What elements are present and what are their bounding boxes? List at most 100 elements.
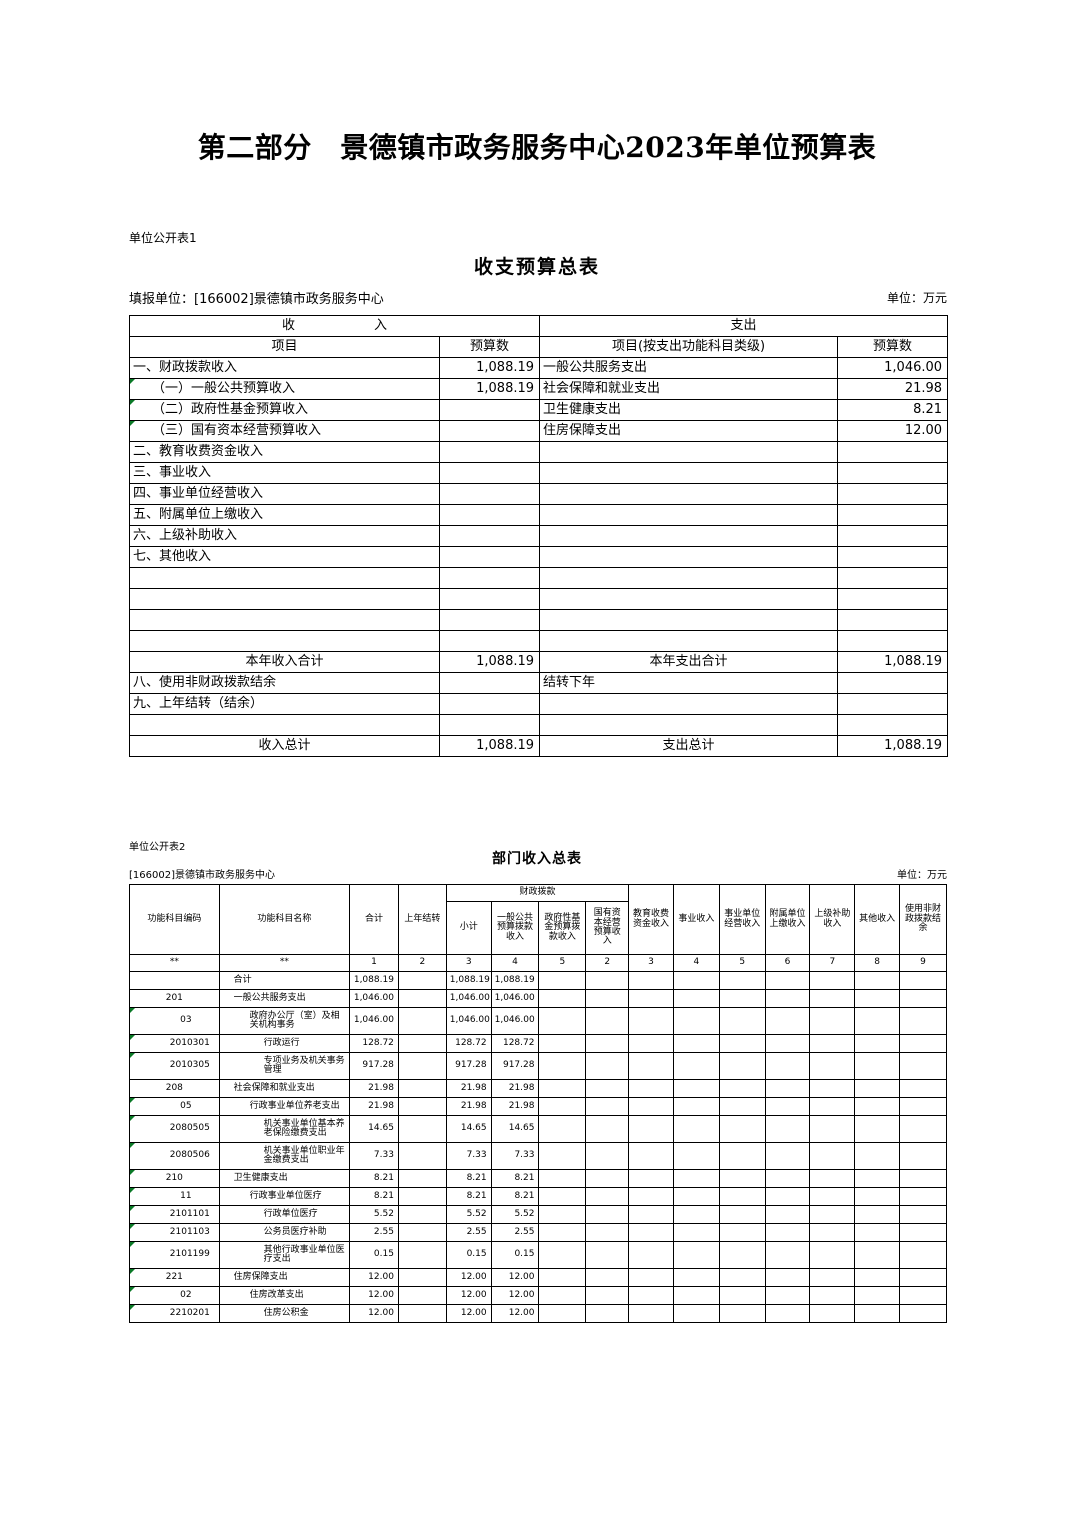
row-value-cell: [899, 1115, 947, 1143]
row-value-cell: 8.21: [445, 1187, 492, 1206]
row-value-cell: [809, 1268, 856, 1287]
table-header-group-row: 收 入支出: [128, 315, 949, 337]
row-income-amount: [438, 714, 541, 736]
row-value-cell: [809, 989, 856, 1008]
header-code: 功能科目编码: [129, 884, 220, 955]
row-value-cell: 2.55: [349, 1223, 399, 1242]
row-value-cell: [397, 1052, 447, 1080]
row-value-cell: [397, 1115, 447, 1143]
sheet2-org-label: [166002]景德镇市政务服务中心: [129, 870, 275, 881]
row-value-cell: 917.28: [445, 1052, 492, 1080]
row-value-cell: [672, 1187, 720, 1206]
row-expense-label: [539, 630, 839, 652]
row-value-cell: [538, 1304, 587, 1323]
column-number: **: [218, 954, 351, 972]
row-value-cell: 14.65: [349, 1115, 399, 1143]
header-general-budget: 一般公共预算拨款收入: [490, 901, 540, 955]
header-income-group: 收 入: [128, 315, 541, 337]
row-value-cell: [854, 971, 901, 990]
row-value-cell: 1,046.00: [349, 989, 399, 1008]
table2-header-group-row: 功能科目编码 功能科目名称 合计 上年结转 财政拨款 教育收费资金收入 事业收入 事业单位经营…: [129, 884, 947, 955]
row-value-cell: [397, 971, 447, 990]
row-value-cell: [397, 1187, 447, 1206]
row-value-cell: 12.00: [445, 1268, 492, 1287]
row-income-label: [129, 609, 440, 631]
row-value-cell: [585, 1268, 630, 1287]
table-row: 一、财政拨款收入 1,088.19 一般公共服务支出 1,046.00: [129, 357, 949, 379]
row-income-label: 五、附属单位上缴收入: [129, 504, 440, 526]
row-function-code: 11: [129, 1187, 220, 1206]
row-value-cell: [899, 1052, 947, 1080]
row-value-cell: [538, 1241, 587, 1269]
row-function-name: 机关事业单位职业年金缴费支出: [218, 1142, 351, 1170]
row-value-cell: 21.98: [349, 1079, 399, 1098]
row-income-label: [129, 630, 440, 652]
row-expense-label: 住房保障支出: [539, 420, 839, 442]
table-header-row: 项目 预算数 项目(按支出功能科目类级) 预算数: [129, 336, 949, 358]
row-function-name: 住房保障支出: [218, 1268, 351, 1287]
table-row: 210 卫生健康支出 8.21 8.21 8.21: [129, 1169, 947, 1188]
row-value-cell: 12.00: [349, 1286, 399, 1305]
table-row: 2010301 行政运行 128.72 128.72 128.72: [129, 1034, 947, 1053]
row-expense-amount: [837, 588, 949, 610]
column-number: 4: [490, 954, 540, 972]
row-value-cell: [628, 971, 674, 990]
row-value-cell: [854, 1187, 901, 1206]
row-value-cell: [397, 1286, 447, 1305]
row-value-cell: [397, 1169, 447, 1188]
column-number: **: [129, 954, 220, 972]
row-value-cell: [718, 1097, 766, 1116]
row-function-code: 210: [129, 1169, 220, 1188]
row-value-cell: [672, 1223, 720, 1242]
row-value-cell: [628, 1205, 674, 1224]
row-value-cell: [538, 971, 587, 990]
row-function-code: 2080506: [129, 1142, 220, 1170]
row-value-cell: [764, 1304, 811, 1323]
row-income-amount: [438, 567, 541, 589]
row-expense-amount: [837, 567, 949, 589]
column-number: 1: [349, 954, 399, 972]
row-expense-label: [539, 588, 839, 610]
row-value-cell: [628, 1241, 674, 1269]
row-value-cell: 128.72: [445, 1034, 492, 1053]
header-edu-fee: 教育收费资金收入: [628, 884, 674, 955]
row-value-cell: 1,046.00: [445, 989, 492, 1008]
row-value-cell: [718, 1034, 766, 1053]
sheet2-title: 部门收入总表: [492, 851, 582, 867]
row-income-amount: 1,088.19: [438, 378, 541, 400]
row-value-cell: [809, 1052, 856, 1080]
row-value-cell: [585, 1079, 630, 1098]
row-value-cell: [538, 1079, 587, 1098]
row-value-cell: [628, 1079, 674, 1098]
row-function-code: 221: [129, 1268, 220, 1287]
row-value-cell: [585, 1034, 630, 1053]
row-function-code: 2010305: [129, 1052, 220, 1080]
row-value-cell: 21.98: [490, 1097, 540, 1116]
row-value-cell: [899, 1286, 947, 1305]
table-row: （二）政府性基金预算收入 卫生健康支出 8.21: [129, 399, 949, 421]
sheet1-unit-label: 单位：万元: [886, 291, 947, 305]
column-number: 2: [585, 954, 630, 972]
row-value-cell: [854, 1268, 901, 1287]
row-value-cell: [854, 1115, 901, 1143]
table-row: 六、上级补助收入: [129, 525, 949, 547]
row-expense-label: [539, 714, 839, 736]
row-value-cell: [538, 1223, 587, 1242]
row-function-code: 05: [129, 1097, 220, 1116]
row-value-cell: [854, 1304, 901, 1323]
row-value-cell: [718, 1241, 766, 1269]
row-income-amount: [438, 462, 541, 484]
row-income-amount: [438, 609, 541, 631]
row-income-amount: [438, 693, 541, 715]
row-income-label: [129, 588, 440, 610]
sheet1-filler-unit: 填报单位：[166002]景德镇市政务服务中心: [129, 292, 384, 307]
row-expense-amount: [837, 714, 949, 736]
table-row: 201 一般公共服务支出 1,046.00 1,046.00 1,046.00: [129, 989, 947, 1008]
table-row: [129, 588, 949, 610]
row-value-cell: 0.15: [490, 1241, 540, 1269]
row-value-cell: [764, 1286, 811, 1305]
row-function-name: 公务员医疗补助: [218, 1223, 351, 1242]
row-value-cell: 5.52: [490, 1205, 540, 1224]
column-number: 8: [854, 954, 901, 972]
row-value-cell: [672, 1169, 720, 1188]
